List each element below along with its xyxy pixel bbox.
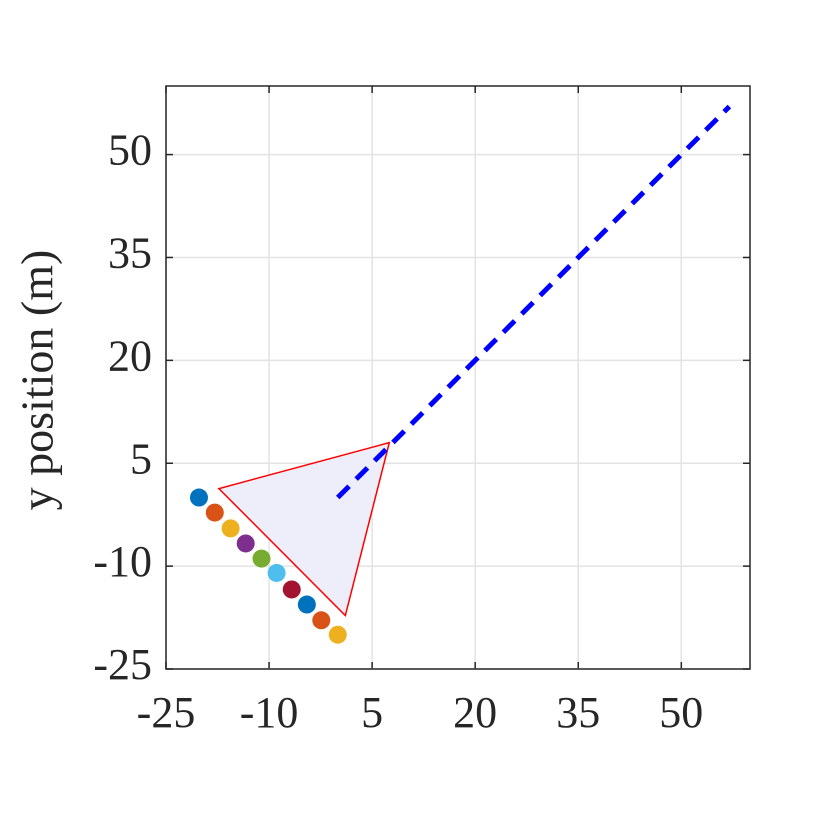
x-tick-label: 20	[453, 688, 497, 737]
agent-point	[267, 563, 286, 582]
trajectory-line	[335, 104, 732, 500]
x-tick-label: 5	[361, 688, 383, 737]
y-tick-label: -10	[93, 537, 152, 586]
x-tick-label: 35	[556, 688, 600, 737]
y-tick-label: 20	[108, 331, 152, 380]
agent-point	[252, 549, 271, 568]
agent-point	[297, 595, 316, 614]
agent-point	[221, 519, 240, 538]
agent-point	[328, 625, 347, 644]
y-tick-label: -25	[93, 640, 152, 689]
agent-point	[205, 503, 224, 522]
x-tick-label: -25	[137, 688, 196, 737]
agent-point	[282, 580, 301, 599]
agent-point	[236, 534, 255, 553]
x-tick-label: -10	[240, 688, 299, 737]
x-tick-label: 50	[659, 688, 703, 737]
agent-point	[189, 488, 208, 507]
y-tick-label: 35	[108, 229, 152, 278]
y-axis-label: y position (m)	[12, 250, 63, 511]
y-tick-label: 50	[108, 126, 152, 175]
agent-point	[312, 611, 331, 630]
y-tick-label: 5	[130, 434, 152, 483]
axes-box	[165, 85, 751, 670]
